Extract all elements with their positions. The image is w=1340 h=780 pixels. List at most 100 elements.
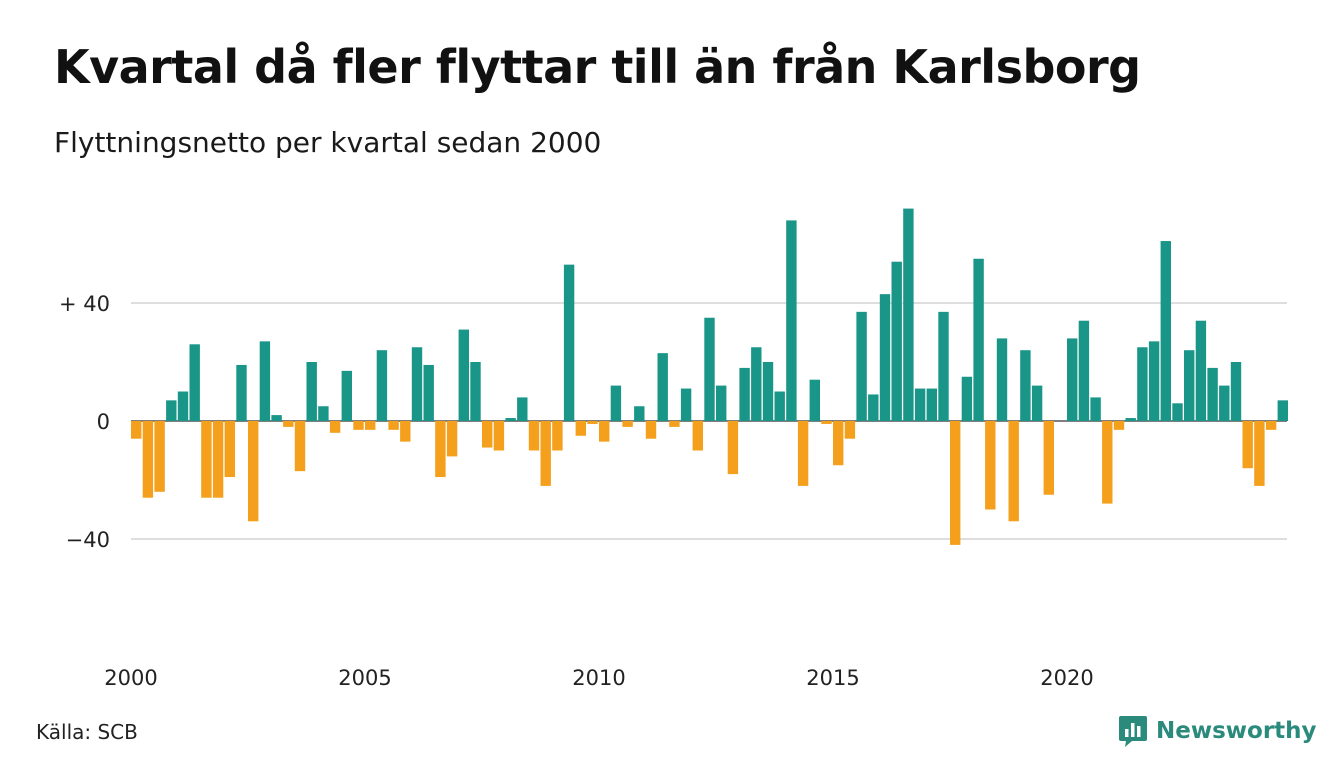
bar <box>996 338 1008 421</box>
bar <box>821 421 832 424</box>
bar <box>329 421 341 433</box>
x-tick-label: 2005 <box>338 666 391 690</box>
x-tick-label: 2000 <box>104 666 157 690</box>
bar <box>751 347 762 421</box>
bar <box>610 385 622 421</box>
bar <box>505 418 516 421</box>
bar <box>903 208 914 421</box>
bar <box>283 421 294 427</box>
bar <box>142 421 154 498</box>
bar <box>470 362 481 421</box>
bar <box>1043 421 1054 495</box>
x-tick-label: 2020 <box>1040 666 1093 690</box>
bar <box>774 391 785 421</box>
bar <box>856 311 867 421</box>
bar <box>1219 385 1230 421</box>
bar <box>809 379 820 421</box>
bar <box>493 421 505 451</box>
x-axis-ticks: 2000 2005 2010 2015 2020 <box>104 666 1093 690</box>
bar <box>985 421 996 510</box>
bar <box>645 421 657 439</box>
bar <box>400 421 411 442</box>
bar <box>1242 421 1253 469</box>
bar <box>177 391 189 421</box>
bar-chart: + 40 0 −40 2000 2005 2010 2015 2020 <box>59 208 1288 690</box>
brand-logo: Newsworthy <box>1118 714 1317 748</box>
bar <box>318 406 329 421</box>
bar <box>376 350 388 421</box>
bar <box>634 406 645 421</box>
bar <box>680 388 692 421</box>
bar <box>575 421 586 436</box>
bar <box>599 421 610 442</box>
brand-name: Newsworthy <box>1156 718 1317 744</box>
bar <box>739 367 750 421</box>
chart-subtitle: Flyttningsnetto per kvartal sedan 2000 <box>54 126 602 159</box>
bar <box>131 421 142 439</box>
bar <box>212 421 224 498</box>
bars <box>131 208 1288 545</box>
bar <box>762 362 774 421</box>
bar <box>517 397 528 421</box>
bar <box>528 421 540 451</box>
bar <box>1067 338 1078 421</box>
bar <box>540 421 551 486</box>
bar <box>388 421 399 430</box>
bar <box>669 421 680 427</box>
bar <box>353 421 364 430</box>
bar <box>411 347 423 421</box>
bar <box>868 394 879 421</box>
bar <box>716 385 727 421</box>
bar <box>1277 400 1288 421</box>
bar <box>1031 385 1043 421</box>
bar <box>236 364 247 421</box>
x-tick-label: 2010 <box>572 666 625 690</box>
bar <box>786 220 797 421</box>
bar <box>1184 350 1195 421</box>
bar <box>248 421 259 522</box>
bar <box>365 421 376 430</box>
bar <box>1172 403 1183 421</box>
bar <box>201 421 212 498</box>
bar <box>1102 421 1113 504</box>
bar <box>294 421 306 472</box>
bar <box>844 421 856 439</box>
bar <box>926 388 937 421</box>
bar <box>1195 320 1207 421</box>
bar <box>306 362 317 421</box>
bar <box>1125 418 1136 421</box>
bar <box>1207 367 1218 421</box>
bar <box>961 376 973 421</box>
bar <box>1265 421 1277 430</box>
y-tick-label: −40 <box>66 528 110 552</box>
bar <box>1160 241 1171 421</box>
bar <box>189 344 200 421</box>
bar <box>657 353 668 421</box>
bar <box>1148 341 1160 421</box>
y-axis-ticks: + 40 0 −40 <box>59 292 110 552</box>
bar <box>797 421 809 486</box>
bar <box>1137 347 1148 421</box>
source-note: Källa: SCB <box>36 720 138 744</box>
bar <box>154 421 165 492</box>
bar <box>482 421 493 448</box>
bar <box>458 329 469 421</box>
bar <box>446 421 458 457</box>
bar <box>224 421 235 478</box>
y-tick-label: + 40 <box>59 292 110 316</box>
bar <box>341 370 352 421</box>
bar <box>879 294 891 421</box>
bar <box>938 311 949 421</box>
bar <box>622 421 633 427</box>
bar <box>423 364 434 421</box>
bar <box>1254 421 1265 486</box>
bar <box>1113 421 1125 430</box>
bar <box>1090 397 1101 421</box>
bar <box>727 421 739 475</box>
chart-title: Kvartal då fler flyttar till än från Kar… <box>54 40 1141 94</box>
y-tick-label: 0 <box>97 410 110 434</box>
bar <box>833 421 844 466</box>
bar <box>704 317 715 421</box>
x-tick-label: 2015 <box>806 666 859 690</box>
bar <box>1230 362 1242 421</box>
